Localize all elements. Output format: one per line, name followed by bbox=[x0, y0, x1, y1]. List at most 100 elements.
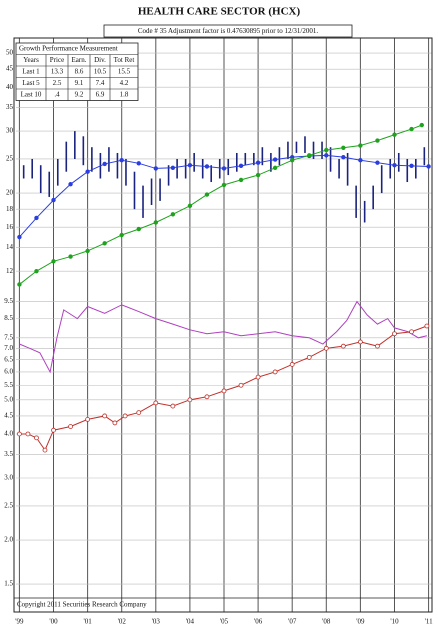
x-tick-label: '07 bbox=[288, 618, 297, 626]
x-tick-label: '03 bbox=[152, 618, 161, 626]
series-marker bbox=[340, 343, 346, 349]
table-cell: Price bbox=[50, 56, 64, 64]
series-marker bbox=[289, 157, 295, 163]
series-marker bbox=[307, 153, 312, 158]
marks bbox=[17, 122, 431, 453]
series-marker bbox=[153, 166, 159, 171]
table-cell: .4 bbox=[54, 90, 60, 98]
y-tick-label: 7.0 bbox=[4, 344, 13, 352]
series-marker bbox=[51, 427, 56, 433]
series-marker bbox=[221, 388, 227, 394]
series-marker bbox=[289, 362, 295, 367]
series-line bbox=[19, 325, 428, 452]
series-marker bbox=[392, 132, 397, 137]
series-marker bbox=[122, 413, 128, 419]
y-tick-label: 40 bbox=[6, 83, 14, 91]
plot-frame bbox=[13, 37, 433, 613]
series-marker bbox=[136, 410, 142, 415]
table-cell: 8.6 bbox=[75, 67, 84, 75]
table-cell: 4.2 bbox=[120, 79, 129, 87]
series-marker bbox=[357, 339, 363, 345]
y-tick-label: 6.0 bbox=[4, 368, 13, 376]
series-marker bbox=[255, 172, 261, 178]
y-tick-label: 2.0 bbox=[4, 536, 13, 544]
series-marker bbox=[68, 254, 73, 259]
x-tick-label: '10 bbox=[390, 618, 399, 626]
table-cell: 9.1 bbox=[75, 79, 84, 87]
series-marker bbox=[238, 177, 244, 183]
x-tick-label: '99 bbox=[15, 618, 24, 626]
table-cell: 7.4 bbox=[96, 79, 105, 87]
y-tick-label: 18 bbox=[6, 205, 14, 213]
y-tick-label: 9.5 bbox=[4, 297, 13, 305]
series-marker bbox=[221, 182, 227, 188]
table-cell: 13.3 bbox=[51, 67, 64, 75]
series-marker bbox=[34, 435, 39, 441]
table-cell: 10.5 bbox=[94, 67, 107, 75]
series-marker bbox=[170, 403, 176, 409]
table-cell: 2.5 bbox=[53, 79, 62, 87]
series-marker bbox=[153, 400, 159, 406]
table-cell: 15.5 bbox=[118, 67, 131, 75]
footer: Copyright 2011 Securities Research Compa… bbox=[17, 601, 147, 609]
chart-title: HEALTH CARE SECTOR (HCX) bbox=[138, 6, 301, 18]
x-tick-label: '11 bbox=[425, 618, 434, 626]
y-tick-label: 20 bbox=[6, 189, 14, 197]
y-tick-label: 8.5 bbox=[4, 314, 13, 322]
table-cell: Div. bbox=[94, 56, 106, 64]
series-marker bbox=[238, 163, 244, 169]
x-tick-label: '02 bbox=[118, 618, 127, 626]
table-cell: Last 10 bbox=[21, 90, 42, 98]
y-tick-label: 25 bbox=[6, 155, 14, 163]
y-tick-label: 4.0 bbox=[4, 430, 13, 438]
series-marker bbox=[255, 160, 261, 165]
series-marker bbox=[392, 331, 397, 337]
series-marker bbox=[375, 138, 380, 143]
x-tick-label: '08 bbox=[322, 618, 331, 626]
series-line bbox=[19, 300, 428, 374]
series-marker bbox=[341, 154, 346, 160]
series-marker bbox=[221, 166, 227, 171]
series-marker bbox=[102, 413, 108, 419]
series-marker bbox=[341, 145, 346, 150]
series-marker bbox=[68, 424, 73, 429]
y-tick-label: 50 bbox=[6, 49, 14, 57]
y-tick-label: 14 bbox=[6, 243, 14, 251]
chart-subtitle: Code # 35 Adjustment factor is 0.4763089… bbox=[138, 27, 318, 35]
series-marker bbox=[136, 226, 141, 232]
series-marker bbox=[419, 122, 424, 128]
series-marker bbox=[119, 157, 124, 163]
series-marker bbox=[17, 431, 22, 437]
series-marker bbox=[392, 163, 397, 168]
table-cell: Last 1 bbox=[22, 67, 40, 75]
performance-table: Growth Performance Measurement Years Price… bbox=[15, 42, 139, 101]
y-tick-label: 1.5 bbox=[4, 580, 13, 588]
y-tick-label: 5.5 bbox=[4, 381, 13, 389]
y-tick-label: 2.5 bbox=[4, 502, 13, 510]
series-marker bbox=[204, 394, 210, 400]
series-marker bbox=[112, 420, 118, 426]
series-marker bbox=[409, 329, 414, 335]
table-cell: Tot Ret bbox=[114, 56, 135, 64]
series-marker bbox=[323, 345, 329, 351]
series-marker bbox=[85, 169, 90, 174]
series-marker bbox=[238, 382, 244, 388]
series-marker bbox=[17, 282, 22, 287]
y-tick-label: 5.0 bbox=[4, 395, 13, 403]
table-frame bbox=[15, 42, 139, 101]
series-marker bbox=[409, 163, 414, 169]
y-tick-label: 7.5 bbox=[4, 333, 13, 341]
table-cell: 9.2 bbox=[75, 90, 84, 98]
series-marker bbox=[255, 374, 261, 380]
series-marker bbox=[34, 268, 39, 274]
table-cell: Last 5 bbox=[22, 79, 40, 87]
y-tick-label: 12 bbox=[6, 267, 14, 275]
series-marker bbox=[375, 160, 380, 165]
series-marker bbox=[170, 165, 176, 170]
x-tick-label: '00 bbox=[49, 618, 58, 626]
series-marker bbox=[170, 212, 176, 217]
series-marker bbox=[34, 215, 39, 221]
subtitle-box bbox=[103, 24, 353, 38]
